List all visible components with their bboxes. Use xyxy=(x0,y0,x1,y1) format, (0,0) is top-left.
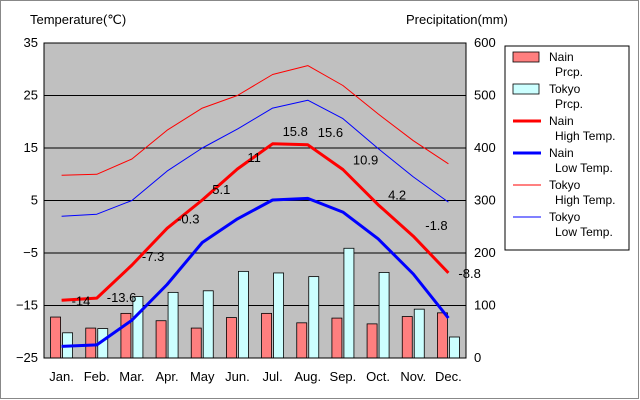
precip-bar xyxy=(366,323,378,359)
y-left-tick-label: 25 xyxy=(24,88,38,103)
x-tick-label: Mar. xyxy=(119,369,144,384)
y-left-tick-label: −25 xyxy=(16,350,38,365)
data-label: -0.3 xyxy=(177,211,199,226)
precip-bar xyxy=(308,276,320,359)
precip-bar xyxy=(167,291,179,359)
precip-bar xyxy=(449,336,460,359)
data-labels: -14 -13.6 -7.3 -0.3 5.1 11 15.8 15.6 10.9 4.2 -1.8… xyxy=(72,124,481,308)
temp-line xyxy=(61,142,450,302)
legend-label: Nain Prcp. xyxy=(549,50,583,79)
precip-bar xyxy=(331,317,343,359)
legend-label: Nain High Temp. xyxy=(549,114,615,143)
legend-swatch xyxy=(512,51,540,63)
y-right-tick-label: 0 xyxy=(474,350,481,365)
data-label: 10.9 xyxy=(353,153,378,168)
precip-bar xyxy=(261,312,272,359)
precip-bar xyxy=(132,296,144,359)
precip-bar xyxy=(343,247,355,359)
data-label: -13.6 xyxy=(107,290,137,305)
x-tick-label: Jul. xyxy=(262,369,282,384)
y-right-tick-label: 200 xyxy=(474,245,496,260)
precip-bar xyxy=(273,272,284,359)
precip-bar xyxy=(378,272,390,359)
data-label: 15.6 xyxy=(318,125,343,140)
plot-border xyxy=(43,42,467,359)
y-left-tick-label: 35 xyxy=(24,35,38,50)
y-right-tick-label: 600 xyxy=(474,35,496,50)
x-tick-label: May xyxy=(190,369,215,384)
x-tick-label: Sep. xyxy=(330,369,357,384)
temp-line xyxy=(61,65,449,176)
data-label: 11 xyxy=(247,150,261,165)
y-left-tick-label: −5 xyxy=(23,245,38,260)
data-label: -7.3 xyxy=(142,249,164,264)
legend-label: Tokyo High Temp. xyxy=(549,178,615,207)
axes: 35 25 15 5 −5 −15 −25 600 500 400 300 200 100 0 Jan. Fe… xyxy=(16,35,496,384)
y-right-axis-title: Precipitation(mm) xyxy=(406,12,508,27)
precip-bar xyxy=(413,308,425,359)
legend-swatch xyxy=(512,83,540,95)
legend-label: Tokyo Prcp. xyxy=(549,82,583,111)
x-tick-label: Nov. xyxy=(400,369,426,384)
data-label: -8.8 xyxy=(458,266,480,281)
y-left-axis-title: Temperature(℃) xyxy=(30,12,126,27)
temp-line xyxy=(61,99,449,217)
y-right-tick-label: 500 xyxy=(474,88,496,103)
x-tick-label: Aug. xyxy=(294,369,321,384)
y-right-tick-label: 100 xyxy=(474,298,496,313)
precip-bar xyxy=(437,312,448,359)
x-tick-label: Feb. xyxy=(84,369,110,384)
y-left-tick-label: 15 xyxy=(24,140,38,155)
y-right-tick-label: 400 xyxy=(474,140,496,155)
precip-bar xyxy=(238,270,249,359)
precip-bar xyxy=(120,312,132,359)
y-left-tick-label: −15 xyxy=(16,298,38,313)
data-label: -14 xyxy=(72,293,91,308)
data-label: -1.8 xyxy=(425,218,447,233)
legend: Nain Prcp. Tokyo Prcp. Nain High Temp. Nain Low… xyxy=(504,45,630,251)
precip-bar xyxy=(202,290,214,359)
precip-bar xyxy=(401,316,413,359)
precip-bar xyxy=(190,327,202,359)
gridlines xyxy=(44,95,466,306)
precip-bar xyxy=(296,322,308,359)
precip-bar xyxy=(155,320,167,359)
legend-label: Tokyo Low Temp. xyxy=(549,210,613,239)
x-tick-label: Jan. xyxy=(49,369,74,384)
legend-label: Nain Low Temp. xyxy=(549,146,613,175)
y-left-tick-label: 5 xyxy=(31,193,38,208)
temp-line xyxy=(61,196,450,348)
x-tick-label: Oct. xyxy=(366,369,390,384)
data-label: 4.2 xyxy=(388,188,406,203)
data-label: 5.1 xyxy=(212,182,230,197)
legend-box xyxy=(504,45,630,251)
temp-lines xyxy=(61,65,450,348)
precip-bar xyxy=(50,316,61,359)
y-right-tick-label: 300 xyxy=(474,193,496,208)
x-tick-label: Apr. xyxy=(156,369,179,384)
x-tick-label: Jun. xyxy=(225,369,250,384)
x-tick-label: Dec. xyxy=(435,369,462,384)
precip-bar xyxy=(226,317,237,359)
data-label: 15.8 xyxy=(283,124,308,139)
precip-bar xyxy=(85,327,97,359)
